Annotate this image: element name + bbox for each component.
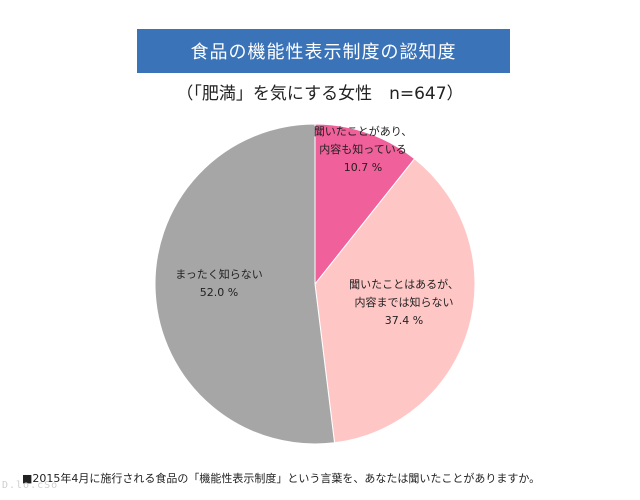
slice-category-label-2: 内容までは知らない xyxy=(355,295,454,309)
pie-slice-1 xyxy=(314,123,416,286)
slice-value-label-2: 37.4 % xyxy=(385,314,423,327)
slice-value-label-3: 52.0 % xyxy=(200,286,238,299)
chart-title: 食品の機能性表示制度の認知度 xyxy=(137,29,510,73)
pie-chart: 聞いたことがあり、内容も知っている 10.7 % 聞いたことはあるが、内容までは知ら… xyxy=(154,123,476,445)
watermark: D.lo.cSo xyxy=(2,480,59,491)
chart-subtitle: （「肥満」を気にする女性 n=647） xyxy=(176,84,464,104)
slice-category-label-1: 聞いたことがあり、 xyxy=(314,124,413,138)
pie-slice-2 xyxy=(314,158,476,444)
footnote: ■2015年4月に施行される食品の「機能性表示制度」という言葉を、あなたは聞いた… xyxy=(22,472,541,485)
pie-slice-3 xyxy=(154,123,336,445)
slice-value-label-1: 10.7 % xyxy=(344,161,382,174)
slice-category-label-2: 聞いたことはあるが、 xyxy=(349,277,459,291)
slice-category-label-1: 内容も知っている xyxy=(319,142,406,156)
slice-category-label-3: まったく知らない xyxy=(175,267,263,281)
